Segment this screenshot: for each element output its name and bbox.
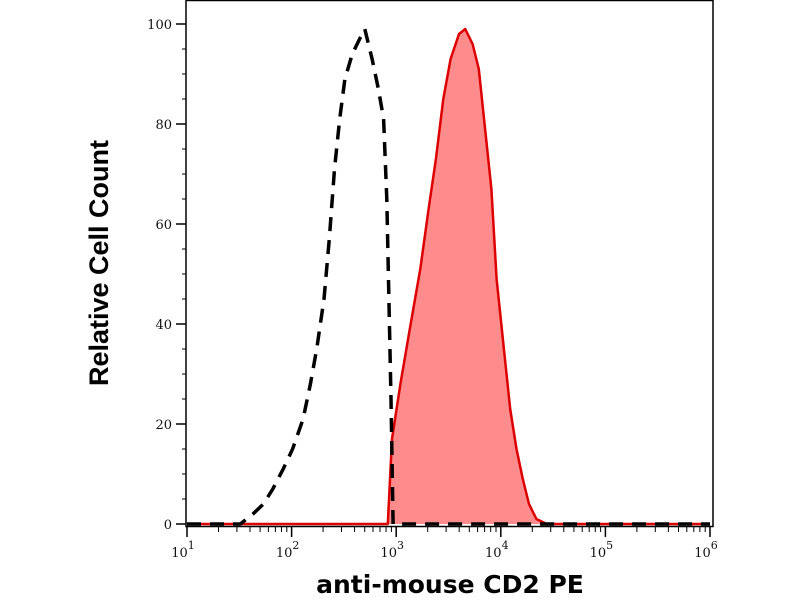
x-tick-exponent: 6 [711,539,718,552]
x-tick-label: 105 [590,539,614,561]
series-line-isotype-control [187,24,710,526]
x-tick-label: 104 [485,539,509,561]
x-tick-base: 10 [380,546,397,561]
y-axis: 0 20 40 60 80 100 [147,18,186,533]
y-tick-label: 60 [155,218,172,233]
y-axis-label: Relative Cell Count [84,140,114,386]
plot-frame [185,0,714,528]
x-tick-label: 106 [694,539,718,561]
x-tick-base: 10 [694,546,711,561]
x-tick-exponent: 5 [606,539,613,552]
x-tick-label: 101 [171,539,195,561]
x-tick-label: 103 [380,539,404,561]
y-tick-label: 40 [155,318,172,333]
y-tick-label: 0 [164,518,172,533]
x-tick-base: 10 [171,546,188,561]
x-tick-label: 102 [276,539,300,561]
y-tick-label: 80 [155,118,172,133]
x-tick-base: 10 [485,546,502,561]
y-tick-label: 20 [155,418,172,433]
x-tick-exponent: 1 [188,539,195,552]
x-tick-exponent: 4 [502,539,509,552]
x-axis-label: anti-mouse CD2 PE [316,570,584,599]
series-layer [187,24,710,526]
x-tick-base: 10 [276,546,293,561]
x-tick-base: 10 [590,546,607,561]
x-tick-exponent: 3 [397,539,404,552]
series-fill-area [187,29,710,524]
x-tick-exponent: 2 [292,539,299,552]
y-tick-label: 100 [147,18,172,33]
series-line-cd2-pe [187,27,710,526]
